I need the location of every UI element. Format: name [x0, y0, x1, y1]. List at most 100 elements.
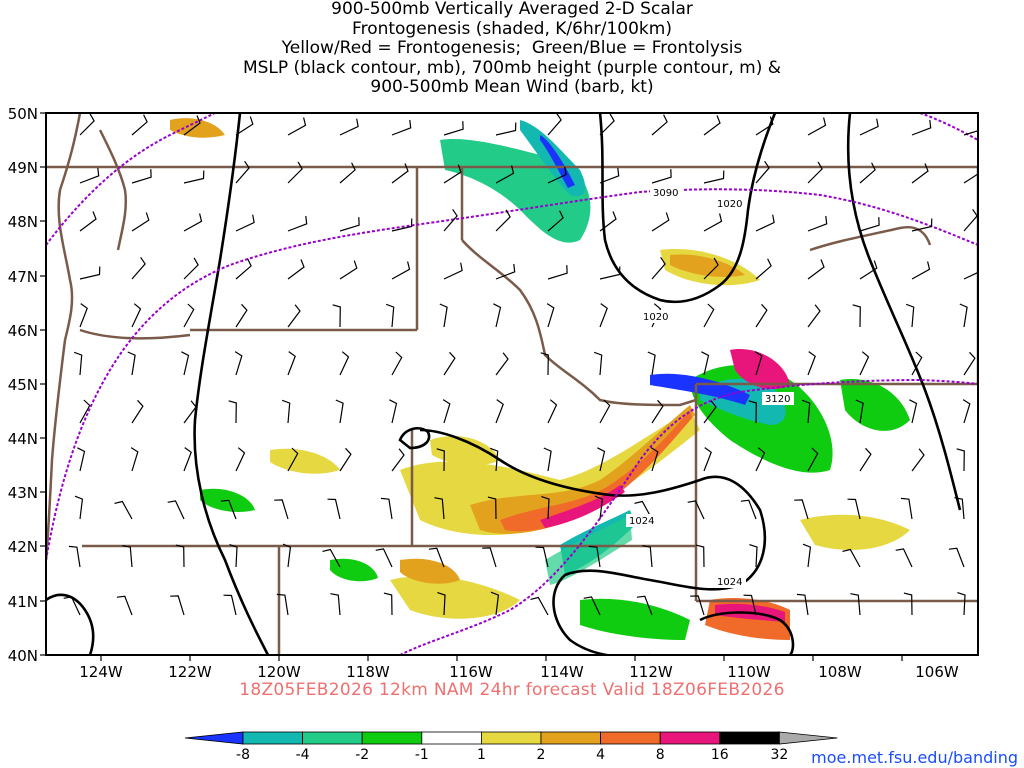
lon-label: 108W [818, 663, 862, 681]
wind-barb [911, 218, 933, 232]
wind-barb [703, 257, 719, 280]
colorbar-label: 16 [711, 747, 729, 763]
wind-barb [493, 303, 502, 328]
wind-barb [963, 271, 978, 280]
height-contours [46, 113, 978, 655]
coastline-or [46, 339, 67, 561]
wind-barb [703, 400, 717, 424]
lon-labels: 124W 122W 120W 118W 116W 114W 112W 110W … [79, 663, 959, 681]
wind-barb [859, 260, 878, 280]
shade-magenta-band [540, 485, 625, 528]
wind-barb [842, 548, 861, 568]
colorbar-label: 32 [770, 747, 788, 763]
wind-barb [530, 596, 549, 616]
wind-barb [599, 113, 615, 136]
wind-barb [855, 399, 864, 424]
wind-barb [755, 214, 775, 232]
wind-barb [183, 303, 195, 328]
wind-barb [274, 499, 289, 520]
wind-barb [79, 113, 95, 136]
wind-barb [327, 498, 341, 520]
wind-barb [547, 265, 568, 280]
wind-barb [127, 351, 136, 376]
wind-barb [599, 211, 617, 232]
lat-label: 47N [8, 268, 38, 286]
colorbar-segment [361, 731, 423, 745]
wind-barb [948, 547, 965, 568]
wind-barb [436, 448, 445, 472]
lat-label: 42N [8, 538, 38, 556]
wind-barb [954, 497, 965, 520]
wind-barb [583, 596, 601, 616]
wind-barb [599, 167, 620, 184]
wind-barb [131, 114, 148, 136]
wind-barb [535, 546, 549, 568]
title-line-4: MSLP (black contour, mb), 700mb height (… [242, 57, 782, 78]
wind-barb [131, 256, 146, 280]
lon-label: 120W [257, 663, 301, 681]
mslp-contour-east [846, 113, 962, 511]
wind-barb [755, 303, 768, 328]
wind-barb [651, 114, 668, 136]
lat-label: 41N [8, 593, 38, 611]
height-contour-3060 [46, 113, 216, 246]
wind-barb [651, 212, 670, 232]
wind-barb [540, 352, 549, 376]
wind-barb [740, 499, 757, 520]
wind-barb [687, 500, 705, 520]
colorbar-segment [659, 731, 721, 745]
lat-labels: 50N 49N 48N 47N 46N 45N 44N 43N 42N 41N … [8, 105, 38, 665]
wind-barb [956, 448, 965, 472]
colorbar-label: -1 [415, 747, 429, 763]
wind-barb [963, 130, 978, 136]
wind-barb [651, 169, 672, 184]
wind-barb [442, 399, 451, 424]
mslp-contour-se [699, 611, 795, 655]
wind-barb [495, 399, 504, 424]
wind-barb [588, 545, 601, 568]
puget-sound [98, 129, 127, 251]
wind-barb [122, 545, 133, 568]
wind-barb [547, 166, 567, 184]
wind-barb [131, 399, 144, 424]
height-label-3120: 3120 [765, 394, 790, 405]
wind-barb [703, 115, 721, 136]
wind-barb [131, 169, 152, 184]
shade-yellow-sw [390, 576, 520, 619]
wind-barb [911, 448, 925, 472]
wind-barb [807, 351, 816, 376]
wind-barb [167, 500, 185, 520]
wind-barb [282, 543, 292, 568]
wind-barb [287, 304, 301, 328]
wind-barb [391, 163, 409, 184]
wind-barb [183, 257, 199, 280]
wind-barb [79, 211, 97, 232]
wind-barb [487, 496, 497, 520]
wind-barb [335, 399, 344, 424]
wind-barb [175, 544, 185, 568]
wind-barb [807, 304, 821, 328]
wind-barb [796, 593, 809, 616]
lat-label: 45N [8, 376, 38, 394]
wind-barb [755, 116, 774, 136]
lon-label: 122W [168, 663, 212, 681]
mslp-label-1024-center: 1024 [629, 516, 654, 527]
credit-link[interactable]: moe.met.fsu.edu/banding [811, 748, 1018, 767]
colorbar-label: -2 [355, 747, 369, 763]
wind-barb [383, 592, 393, 616]
wind-barb [228, 400, 237, 424]
colorbar-segment [421, 731, 482, 745]
wind-barb [79, 399, 91, 424]
lon-label: 116W [449, 663, 493, 681]
mslp-label-1020-mid: 1020 [643, 312, 668, 323]
wind-barb [281, 399, 291, 424]
mslp-contour-1020-north [598, 113, 777, 304]
wind-barb [443, 351, 456, 376]
wind-barb [235, 258, 252, 280]
wind-barb [130, 447, 139, 472]
height-contour-ne [919, 113, 978, 141]
wind-barb [911, 119, 932, 136]
wind-barb [802, 543, 812, 568]
wind-barb [541, 496, 550, 520]
wind-barb [443, 121, 464, 136]
